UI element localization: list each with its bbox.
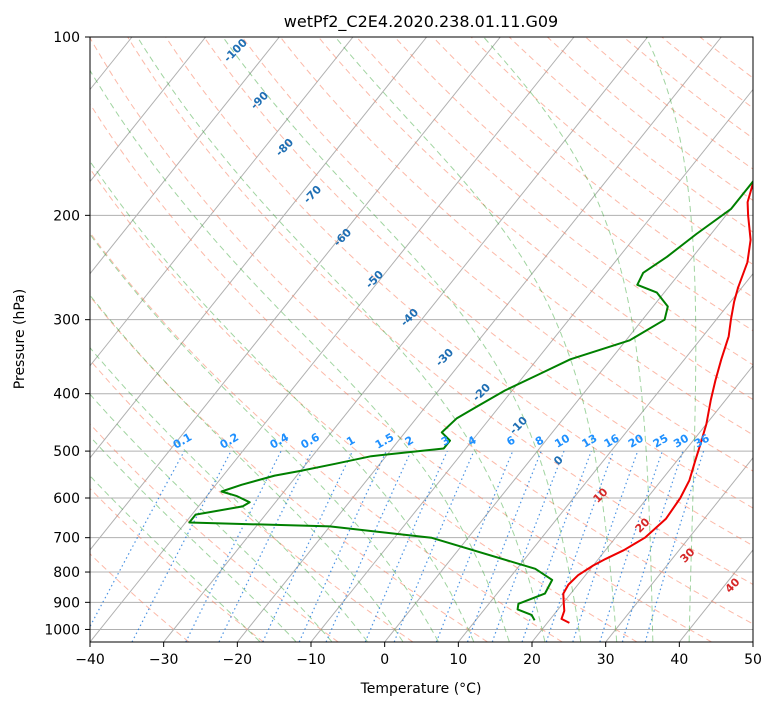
y-tick-label: 200 [53,208,80,224]
moist-adiabat [90,294,404,642]
y-axis: 100 200 300 400 500 600 700 800 900 1000 [44,30,90,638]
dry-adiabat [203,37,753,509]
dry-adiabat [90,103,712,642]
dewpoint-profile [188,179,753,621]
mixing-ratio-line [298,450,387,642]
isotherm-gridline [90,37,575,642]
chart-title: wetPf2_C2E4.2020.238.01.11.G09 [284,12,558,32]
dry-adiabat [432,37,753,298]
dry-adiabat [318,37,753,401]
y-tick-label: 400 [53,387,80,403]
dry-adiabat [279,37,753,436]
isotherm-gridline [90,37,428,459]
mixing-ratio-line [435,450,514,642]
x-tick-label: 10 [449,652,467,668]
moist-adiabat [645,37,697,642]
isotherm-gridline [605,457,753,642]
y-axis-label: Pressure (hPa) [12,289,28,389]
background-lines [90,37,753,642]
x-tick-label: 30 [597,652,615,668]
mixing-ratio-line [218,450,313,642]
x-tick-label: −30 [149,652,179,668]
moist-adiabat [90,69,510,642]
mixing-ratio-line [325,450,412,642]
x-tick-label: 20 [523,652,541,668]
isotherm-gridline [90,37,501,551]
isotherm-gridline [90,37,280,275]
y-tick-label: 300 [53,313,80,329]
dry-adiabat [90,231,563,642]
x-tick-label: −20 [223,652,253,668]
moist-adiabat [90,393,332,642]
mixing-ratio-line [364,450,448,642]
profile-lines [188,179,753,624]
isotherm-gridline [384,180,753,642]
moist-adiabat [90,160,475,642]
moist-adiabat [483,37,654,642]
moist-adiabat [222,37,582,642]
y-tick-label: 900 [53,595,80,611]
isotherm-gridline [457,272,753,642]
moist-adiabat [90,233,439,642]
x-axis-label: Temperature (°C) [360,681,482,697]
x-tick-label: 50 [744,652,762,668]
dry-adiabat [90,37,753,625]
moist-adiabat [334,37,618,642]
dry-adiabat [90,423,339,642]
mixing-ratio-line [90,450,185,628]
y-tick-label: 500 [53,444,80,460]
moist-adiabat [136,37,546,642]
moist-adiabat [90,435,297,642]
mixing-ratio-line [644,450,705,642]
y-tick-label: 600 [53,491,80,507]
x-tick-label: −40 [75,652,105,668]
x-tick-label: 40 [670,652,688,668]
y-tick-label: 100 [53,30,80,46]
y-tick-label: 1000 [44,622,80,638]
isotherm-gridline [90,37,207,183]
mixing-ratio-line [572,450,639,642]
dry-adiabat [508,37,753,233]
mixing-ratio-line [262,450,354,642]
mixing-ratio-line [621,450,684,642]
dry-adiabat [470,37,753,266]
x-tick-label: 0 [380,652,389,668]
temperature-profile [560,179,753,624]
moist-adiabat [90,475,261,642]
x-tick-label: −10 [296,652,326,668]
isotherm-gridline [163,37,649,642]
isotherm-gridline [90,37,354,367]
dry-adiabat [90,295,488,642]
dry-adiabat [165,37,753,547]
dry-adiabat [241,37,753,472]
mixing-ratio-line [393,450,475,642]
y-tick-label: 800 [53,565,80,581]
x-axis: −40 −30 −20 −10 0 10 20 30 40 50 [75,642,762,668]
plot-frame [89,36,754,643]
isotherm-gridline [236,37,722,642]
isotherm-gridline [531,364,753,642]
y-tick-label: 700 [53,531,80,547]
